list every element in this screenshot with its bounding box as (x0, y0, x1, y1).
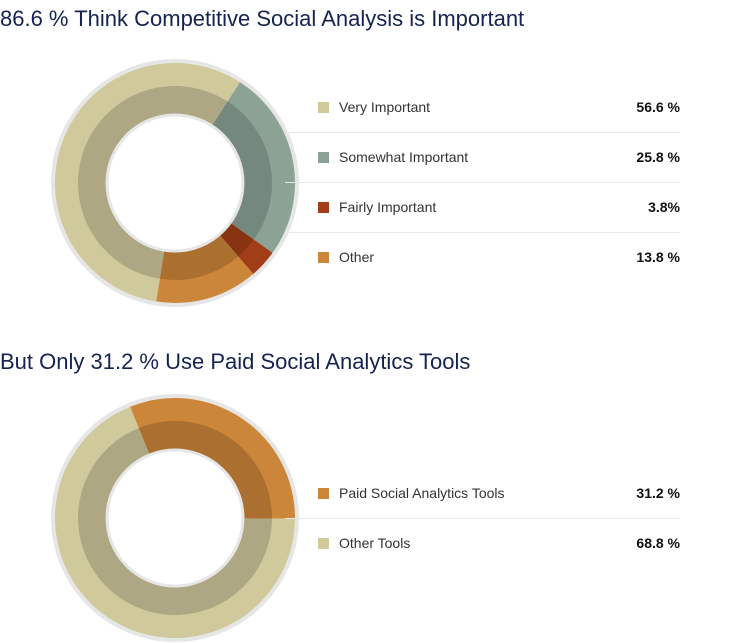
chart2-donut (51, 394, 299, 642)
donut-slice-somewhat-important[interactable] (212, 82, 295, 253)
legend-label: Paid Social Analytics Tools (339, 485, 505, 501)
donut-slice-very-important[interactable] (55, 62, 240, 302)
donut-slice-shade (77, 428, 272, 615)
chart2-title: But Only 31.2 % Use Paid Social Analytic… (0, 349, 471, 374)
donut-slice-shade (78, 85, 228, 279)
donut-slice-shade (212, 101, 272, 240)
legend-swatch (318, 487, 329, 499)
chart1-title: 86.6 % Think Competitive Social Analysis… (0, 6, 525, 31)
donut-hole (105, 113, 245, 253)
donut-hole (105, 448, 245, 588)
legend-label: Other (339, 249, 375, 265)
legend-swatch (318, 151, 329, 163)
legend-value: 13.8 % (636, 249, 680, 265)
legend-value: 3.8% (648, 199, 680, 215)
legend-swatch (318, 537, 329, 549)
donut-slice-shade (159, 235, 239, 280)
legend-value: 56.6 % (636, 99, 680, 115)
legend-value: 68.8 % (636, 535, 680, 551)
legend-value: 31.2 % (636, 485, 680, 501)
legend-item[interactable]: Other 13.8 % (285, 232, 680, 282)
legend-label: Fairly Important (339, 199, 437, 215)
legend-swatch (318, 101, 329, 113)
legend-value: 25.8 % (636, 149, 680, 165)
legend-label: Somewhat Important (339, 149, 469, 165)
donut-slice-shade (219, 223, 254, 257)
donut-slice-fairly-important[interactable] (219, 223, 273, 275)
legend-item[interactable]: Very Important 56.6 % (285, 82, 680, 133)
legend-item[interactable]: Somewhat Important 25.8 % (285, 132, 680, 183)
legend-swatch (318, 201, 329, 213)
legend-label: Other Tools (339, 535, 411, 551)
legend-item[interactable]: Fairly Important 3.8% (285, 182, 680, 233)
legend-label: Very Important (339, 99, 431, 115)
donut-slice-paid-social-analytics-tools[interactable] (130, 398, 295, 519)
donut-slice-shade (138, 421, 272, 519)
legend-item[interactable]: Paid Social Analytics Tools 31.2 % (285, 468, 680, 519)
donut-outer-ring (51, 59, 299, 307)
legend-item[interactable]: Other Tools 68.8 % (285, 518, 680, 568)
chart1-donut (51, 59, 299, 307)
donut-slice-other-tools[interactable] (55, 406, 295, 638)
legend-swatch (318, 251, 329, 263)
